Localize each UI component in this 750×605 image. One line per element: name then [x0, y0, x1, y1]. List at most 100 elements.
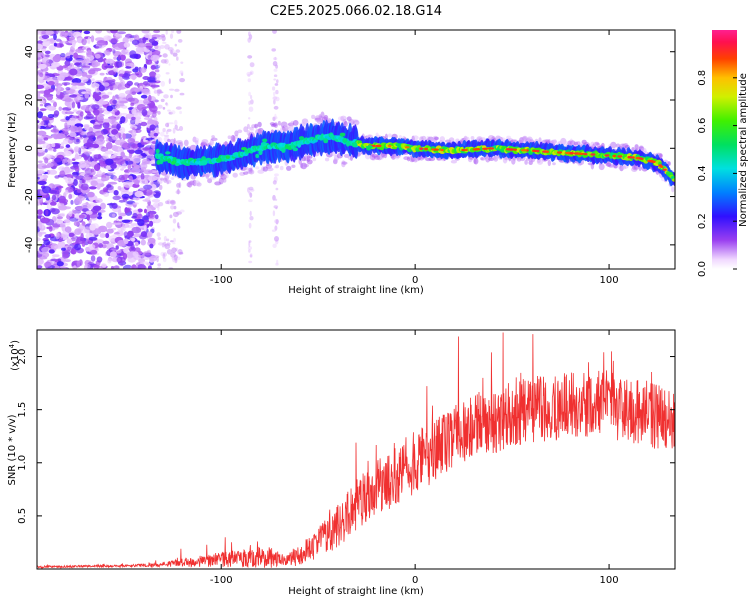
heatmap-cell [179, 78, 186, 83]
heatmap-cell [247, 37, 251, 43]
heatmap-cell [110, 163, 117, 169]
heatmap-cell [81, 71, 88, 78]
heatmap-cell [144, 252, 151, 256]
heatmap-cell [121, 142, 131, 150]
heatmap-cell [135, 46, 145, 53]
heatmap-cell [350, 155, 353, 162]
heatmap-cell [84, 92, 89, 99]
heatmap-cell [140, 239, 146, 246]
snr-y-ticks: 0.5 1.0 1.5 2.0 [17, 349, 675, 524]
heatmap-cell [77, 126, 83, 131]
heatmap-cell [63, 219, 71, 224]
heatmap-cell [69, 94, 78, 98]
heatmap-cell [60, 53, 66, 58]
heatmap-cell [461, 148, 466, 152]
heatmap-cell [176, 211, 182, 215]
heatmap-cell [90, 255, 96, 262]
heatmap-cell [166, 238, 170, 242]
heatmap-cell [660, 165, 664, 168]
heatmap-cell [149, 71, 157, 78]
heatmap-cell [169, 214, 173, 219]
colorbar-tick-label: 0.4 [697, 165, 708, 181]
heatmap-cell [173, 237, 177, 243]
heatmap-cell [146, 231, 153, 238]
heatmap-cell [91, 61, 101, 67]
heatmap-cell [137, 42, 147, 48]
heatmap-cell [143, 34, 150, 38]
heatmap-cell [545, 150, 550, 153]
heatmap-cell [140, 231, 147, 238]
heatmap-cell [37, 140, 46, 145]
heatmap-cell [142, 199, 150, 202]
heatmap-cell [473, 157, 479, 165]
heatmap-cell [160, 131, 165, 137]
snr-y-axis-label: SNR (10 * v/v) [7, 414, 18, 485]
heatmap-cell [85, 264, 91, 269]
heatmap-cell [54, 244, 63, 250]
heatmap-cell [274, 83, 279, 86]
heatmap-cell [172, 218, 177, 224]
heatmap-cell [127, 230, 134, 238]
heatmap-cell [272, 243, 277, 248]
heatmap-cell [179, 209, 185, 213]
heatmap-cell [39, 72, 44, 78]
heatmap-cell [207, 178, 213, 184]
heatmap-cell [117, 240, 126, 247]
heatmap-cell [150, 84, 160, 88]
heatmap-cell [168, 122, 174, 125]
heatmap-cell [162, 128, 166, 133]
heatmap-cell [649, 160, 653, 163]
heatmap-cell [120, 54, 126, 61]
heatmap-cell [166, 249, 172, 255]
heatmap-cell [92, 205, 102, 211]
heatmap-cell [538, 137, 542, 144]
heatmap-cell [612, 154, 617, 158]
snr-y-tick-label: 1.0 [17, 455, 28, 471]
heatmap-cell [127, 169, 136, 173]
heatmap-cell [122, 133, 126, 140]
heatmap-cell [38, 224, 45, 229]
heatmap-cell [249, 216, 254, 221]
heatmap-cell [87, 36, 91, 45]
colorbar-tick-label: 0.8 [697, 70, 708, 86]
heatmap-cell [157, 263, 161, 267]
heatmap-cell [37, 111, 43, 119]
heatmap-cell [70, 36, 75, 40]
spectrogram-y-tick-label: 40 [24, 45, 35, 58]
heatmap-cell [162, 41, 167, 44]
heatmap-cell [74, 213, 80, 219]
heatmap-cell [604, 154, 610, 157]
heatmap-cell [127, 138, 136, 144]
heatmap-cell [166, 242, 171, 246]
heatmap-cell [73, 146, 80, 153]
heatmap-cell [53, 101, 57, 108]
heatmap-cell [107, 258, 112, 264]
heatmap-cell [281, 147, 286, 153]
heatmap-cell [69, 49, 74, 56]
heatmap-cell [41, 115, 48, 122]
heatmap-cell [119, 100, 128, 104]
heatmap-cell [167, 138, 171, 143]
heatmap-cell [272, 194, 276, 201]
heatmap-cell [53, 148, 57, 152]
heatmap-cell [155, 50, 161, 54]
heatmap-cell [93, 164, 101, 171]
heatmap-cell [323, 138, 329, 144]
heatmap-cell [37, 120, 40, 124]
heatmap-cell [157, 204, 160, 211]
heatmap-cell [273, 78, 277, 81]
heatmap-cell [37, 237, 41, 242]
heatmap-cell [85, 246, 90, 252]
heatmap-cell [76, 260, 81, 268]
heatmap-cell [120, 112, 128, 116]
heatmap-cell [157, 45, 161, 52]
heatmap-cell [113, 67, 119, 73]
heatmap-cell [174, 43, 177, 47]
heatmap-cell [58, 166, 66, 172]
heatmap-cell [40, 217, 51, 224]
heatmap-cell [210, 137, 218, 141]
heatmap-cell [47, 81, 55, 86]
heatmap-cell [440, 148, 445, 152]
heatmap-cell [88, 236, 98, 241]
heatmap-cell [41, 57, 50, 64]
